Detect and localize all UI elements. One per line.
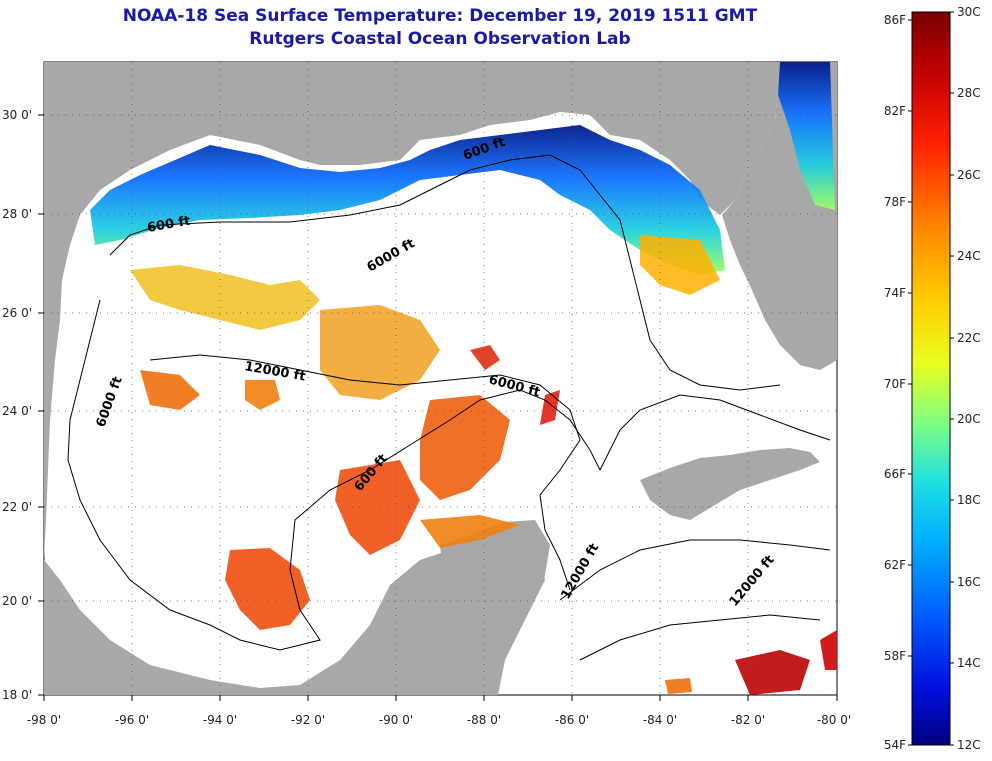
lon-label: -82 0' — [731, 713, 765, 727]
lon-label: -80 0' — [817, 713, 851, 727]
colorbar-f-label: 66F — [884, 467, 906, 481]
axis-ticks — [38, 114, 838, 701]
colorbar-c-label: 30C — [957, 5, 981, 19]
sst-coastal-band — [90, 62, 835, 275]
land-mexico — [44, 525, 545, 695]
lat-label: 18 0' — [2, 688, 32, 702]
map-subtitle: Rutgers Coastal Ocean Observation Lab — [249, 29, 631, 49]
lat-label: 30 0' — [2, 108, 32, 122]
bathymetry-contours — [67, 154, 831, 661]
colorbar-c-label: 14C — [957, 656, 981, 670]
colorbar-c-label: 18C — [957, 493, 981, 507]
colorbar-c-ticks — [950, 11, 954, 746]
colorbar-c-label: 20C — [957, 412, 981, 426]
lon-label: -92 0' — [291, 713, 325, 727]
lon-label: -84 0' — [643, 713, 677, 727]
latitude-labels: 30 0' 28 0' 26 0' 24 0' 22 0' 20 0' 18 0… — [2, 108, 32, 702]
lon-label: -94 0' — [203, 713, 237, 727]
colorbar-c-label: 24C — [957, 249, 981, 263]
colorbar-f-ticks — [908, 19, 912, 746]
lon-label: -88 0' — [467, 713, 501, 727]
lat-label: 22 0' — [2, 500, 32, 514]
land-cuba — [640, 448, 820, 520]
colorbar: 86F 82F 78F 74F 70F 66F 62F 58F 54F 30C … — [884, 5, 981, 752]
colorbar-f-label: 74F — [884, 286, 906, 300]
contour-6000ft — [67, 299, 601, 651]
colorbar-c-label: 22C — [957, 331, 981, 345]
lat-label: 28 0' — [2, 207, 32, 221]
colorbar-c-label: 12C — [957, 738, 981, 752]
colorbar-f-label: 62F — [884, 558, 906, 572]
lat-label: 24 0' — [2, 404, 32, 418]
colorbar-c-label: 28C — [957, 86, 981, 100]
colorbar-f-label: 70F — [884, 377, 906, 391]
map-title: NOAA-18 Sea Surface Temperature: Decembe… — [122, 6, 758, 26]
lat-lon-grid — [44, 62, 837, 695]
colorbar-f-label: 78F — [884, 195, 906, 209]
contour-label: 600 ft — [146, 214, 191, 236]
lon-label: -98 0' — [27, 713, 61, 727]
land-yucatan — [440, 520, 550, 650]
lat-label: 26 0' — [2, 306, 32, 320]
lon-label: -96 0' — [115, 713, 149, 727]
colorbar-c-label: 16C — [957, 575, 981, 589]
longitude-labels: -98 0' -96 0' -94 0' -92 0' -90 0' -88 0… — [27, 713, 851, 727]
land-us-gulf-coast — [44, 62, 780, 560]
contour-12000ft — [149, 354, 581, 591]
lon-label: -86 0' — [555, 713, 589, 727]
colorbar-f-label: 58F — [884, 649, 906, 663]
colorbar-f-label: 54F — [884, 738, 906, 752]
colorbar-c-label: 26C — [957, 168, 981, 182]
colorbar-f-label: 82F — [884, 104, 906, 118]
colorbar-gradient — [911, 11, 951, 746]
lat-label: 20 0' — [2, 594, 32, 608]
contour-600ft — [109, 154, 781, 391]
lon-label: -90 0' — [379, 713, 413, 727]
colorbar-f-label: 86F — [884, 13, 906, 27]
